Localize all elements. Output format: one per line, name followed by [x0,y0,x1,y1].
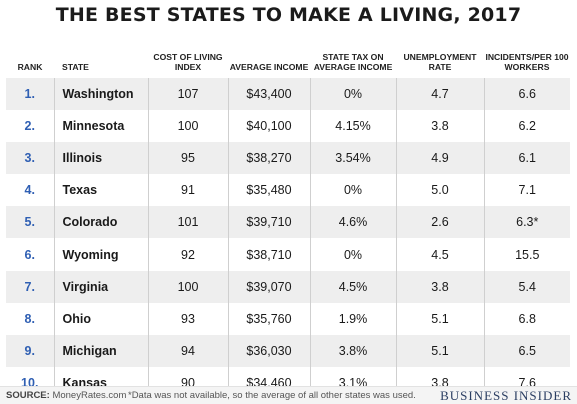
cell-incidents: 15.5 [483,238,570,271]
cell-average-income: $38,270 [227,142,310,175]
cell-state-tax: 3.8% [309,334,396,367]
header-rank: RANK [17,62,43,72]
cell-unemployment-rate: 5.1 [395,302,484,335]
cell-average-income: $39,710 [227,206,310,239]
cell-unemployment-rate: 5.1 [395,334,484,367]
cell-unemployment-rate: 5.0 [395,174,484,207]
source-value: MoneyRates.com [52,390,127,401]
cell-incidents: 6.8 [483,302,570,335]
cell-average-income: $39,070 [227,270,310,303]
header-state-tax: STATE TAX ON AVERAGE INCOME [313,52,393,72]
states-table: RANK STATE COST OF LIVING INDEX AVERAGE … [6,34,570,399]
cell-cost-of-living: 107 [147,78,228,111]
cell-unemployment-rate: 3.8 [395,270,484,303]
cell-cost-of-living: 95 [147,142,228,175]
cell-state-tax: 3.54% [309,142,396,175]
cell-state: Ohio [53,302,148,335]
cell-cost-of-living: 100 [147,270,228,303]
cell-rank: 3. [24,151,35,166]
cell-average-income: $36,030 [227,334,310,367]
cell-state: Michigan [53,334,148,367]
table-body: 1. Washington 107 $43,400 0% 4.7 6.6 2. Minnesot… [6,78,570,399]
cell-incidents: 6.1 [483,142,570,175]
cell-average-income: $35,760 [227,302,310,335]
page-title: THE BEST STATES TO MAKE A LIVING, 2017 [55,4,522,26]
footer: SOURCE: MoneyRates.com *Data was not ava… [0,386,577,404]
table-row: 6. Wyoming 92 $38,710 0% 4.5 15.5 [6,238,570,271]
cell-cost-of-living: 100 [147,110,228,143]
cell-rank: 4. [24,183,35,198]
cell-cost-of-living: 101 [147,206,228,239]
table-header-row: RANK STATE COST OF LIVING INDEX AVERAGE … [6,34,570,78]
cell-state: Illinois [53,142,148,175]
cell-state-tax: 4.5% [309,270,396,303]
cell-rank: 2. [24,119,35,134]
cell-cost-of-living: 93 [147,302,228,335]
cell-state: Texas [53,174,148,207]
cell-state-tax: 1.9% [309,302,396,335]
table-row: 2. Minnesota 100 $40,100 4.15% 3.8 6.2 [6,110,570,143]
header-incidents: INCIDENTS/PER 100 WORKERS [485,52,569,72]
table-row: 7. Virginia 100 $39,070 4.5% 3.8 5.4 [6,270,570,303]
cell-average-income: $40,100 [227,110,310,143]
cell-rank: 9. [24,343,35,358]
cell-cost-of-living: 91 [147,174,228,207]
table-row: 4. Texas 91 $35,480 0% 5.0 7.1 [6,174,570,207]
cell-state: Minnesota [53,110,148,143]
cell-state-tax: 0% [309,78,396,111]
cell-incidents: 5.4 [483,270,570,303]
table-row: 3. Illinois 95 $38,270 3.54% 4.9 6.1 [6,142,570,175]
cell-unemployment-rate: 4.9 [395,142,484,175]
cell-state: Wyoming [53,238,148,271]
cell-rank: 8. [24,311,35,326]
cell-state-tax: 4.6% [309,206,396,239]
cell-rank: 6. [24,247,35,262]
footnote: *Data was not available, so the average … [128,390,416,401]
source-credit: SOURCE: MoneyRates.com [6,390,126,401]
table-row: 8. Ohio 93 $35,760 1.9% 5.1 6.8 [6,302,570,335]
header-unemployment-rate: UNEMPLOYMENT RATE [403,52,477,72]
cell-average-income: $38,710 [227,238,310,271]
cell-state-tax: 0% [309,174,396,207]
cell-rank: 5. [24,215,35,230]
cell-unemployment-rate: 3.8 [395,110,484,143]
cell-incidents: 7.1 [483,174,570,207]
header-cost-of-living: COST OF LIVING INDEX [153,52,223,72]
cell-unemployment-rate: 4.7 [395,78,484,111]
table-row: 9. Michigan 94 $36,030 3.8% 5.1 6.5 [6,334,570,367]
cell-incidents: 6.5 [483,334,570,367]
header-state: STATE [62,62,89,72]
cell-average-income: $35,480 [227,174,310,207]
table-row: 1. Washington 107 $43,400 0% 4.7 6.6 [6,78,570,111]
cell-cost-of-living: 92 [147,238,228,271]
cell-state: Virginia [53,270,148,303]
source-label: SOURCE: [6,390,50,401]
cell-incidents: 6.6 [483,78,570,111]
cell-unemployment-rate: 2.6 [395,206,484,239]
cell-state: Colorado [53,206,148,239]
cell-average-income: $43,400 [227,78,310,111]
cell-rank: 1. [24,87,35,102]
cell-state-tax: 0% [309,238,396,271]
cell-incidents: 6.2 [483,110,570,143]
cell-cost-of-living: 94 [147,334,228,367]
brand-logo: BUSINESS INSIDER [440,388,572,403]
cell-rank: 7. [24,279,35,294]
table-row: 5. Colorado 101 $39,710 4.6% 2.6 6.3* [6,206,570,239]
cell-incidents: 6.3* [483,206,570,239]
cell-state: Washington [53,78,148,111]
cell-state-tax: 4.15% [309,110,396,143]
header-average-income: AVERAGE INCOME [229,62,309,72]
cell-unemployment-rate: 4.5 [395,238,484,271]
